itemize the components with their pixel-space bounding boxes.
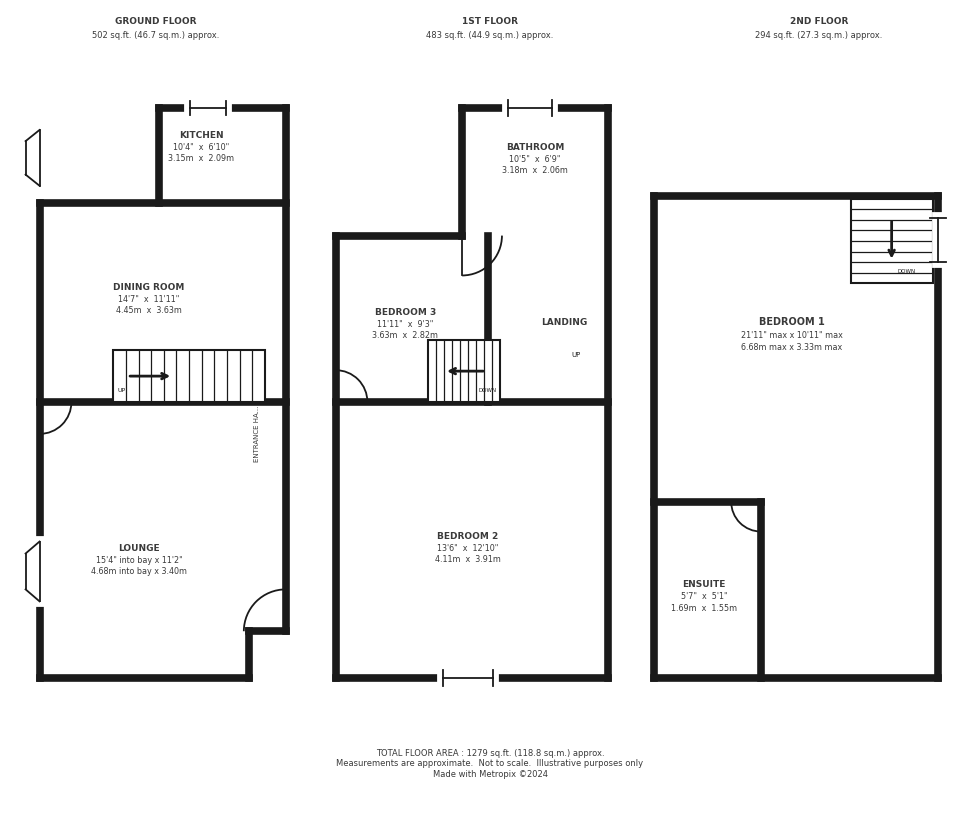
Text: 13'6"  x  12'10": 13'6" x 12'10" [437, 544, 499, 553]
Text: DINING ROOM: DINING ROOM [114, 283, 185, 292]
Text: BEDROOM 1: BEDROOM 1 [760, 317, 825, 328]
Text: 502 sq.ft. (46.7 sq.m.) approx.: 502 sq.ft. (46.7 sq.m.) approx. [92, 31, 220, 40]
Text: 10'4"  x  6'10": 10'4" x 6'10" [172, 144, 229, 153]
Text: 6.68m max x 3.33m max: 6.68m max x 3.33m max [741, 342, 843, 351]
Text: 294 sq.ft. (27.3 sq.m.) approx.: 294 sq.ft. (27.3 sq.m.) approx. [756, 31, 883, 40]
Text: 4.45m  x  3.63m: 4.45m x 3.63m [117, 306, 182, 315]
Text: GROUND FLOOR: GROUND FLOOR [116, 17, 197, 26]
Text: 2ND FLOOR: 2ND FLOOR [790, 17, 848, 26]
Text: 11'11"  x  9'3": 11'11" x 9'3" [377, 319, 433, 328]
Bar [114, 350, 265, 402]
Text: 1ST FLOOR: 1ST FLOOR [462, 17, 518, 26]
Text: LOUNGE: LOUNGE [119, 544, 160, 553]
Text: 483 sq.ft. (44.9 sq.m.) approx.: 483 sq.ft. (44.9 sq.m.) approx. [426, 31, 554, 40]
Text: BATHROOM: BATHROOM [506, 144, 564, 153]
Text: BEDROOM 2: BEDROOM 2 [437, 532, 499, 541]
Text: 10'5"  x  6'9": 10'5" x 6'9" [509, 155, 561, 164]
Text: 5'7"  x  5'1": 5'7" x 5'1" [681, 592, 727, 600]
Text: 21'11" max x 10'11" max: 21'11" max x 10'11" max [741, 331, 843, 340]
Text: BEDROOM 3: BEDROOM 3 [374, 308, 436, 317]
Text: 15'4" into bay x 11'2": 15'4" into bay x 11'2" [96, 556, 182, 565]
Text: 1.69m  x  1.55m: 1.69m x 1.55m [671, 604, 737, 613]
Bar [428, 340, 500, 402]
Text: 3.63m  x  2.82m: 3.63m x 2.82m [372, 331, 438, 340]
Text: DOWN: DOWN [478, 388, 496, 393]
Text: DOWN: DOWN [898, 270, 915, 275]
Text: UP: UP [571, 352, 581, 358]
Text: ENSUITE: ENSUITE [683, 580, 726, 589]
Text: TOTAL FLOOR AREA : 1279 sq.ft. (118.8 sq.m.) approx.
Measurements are approximat: TOTAL FLOOR AREA : 1279 sq.ft. (118.8 sq… [336, 749, 644, 779]
Text: KITCHEN: KITCHEN [178, 132, 223, 141]
Text: 3.18m  x  2.06m: 3.18m x 2.06m [502, 167, 567, 176]
Text: 4.11m  x  3.91m: 4.11m x 3.91m [435, 555, 501, 564]
Text: LANDING: LANDING [542, 318, 588, 327]
Text: 4.68m into bay x 3.40m: 4.68m into bay x 3.40m [91, 567, 187, 576]
Text: 14'7"  x  11'11": 14'7" x 11'11" [119, 295, 180, 304]
Text: ENTRANCE HA...: ENTRANCE HA... [254, 405, 260, 462]
Bar [851, 199, 934, 283]
Text: UP: UP [118, 388, 125, 393]
Text: 3.15m  x  2.09m: 3.15m x 2.09m [168, 154, 234, 163]
